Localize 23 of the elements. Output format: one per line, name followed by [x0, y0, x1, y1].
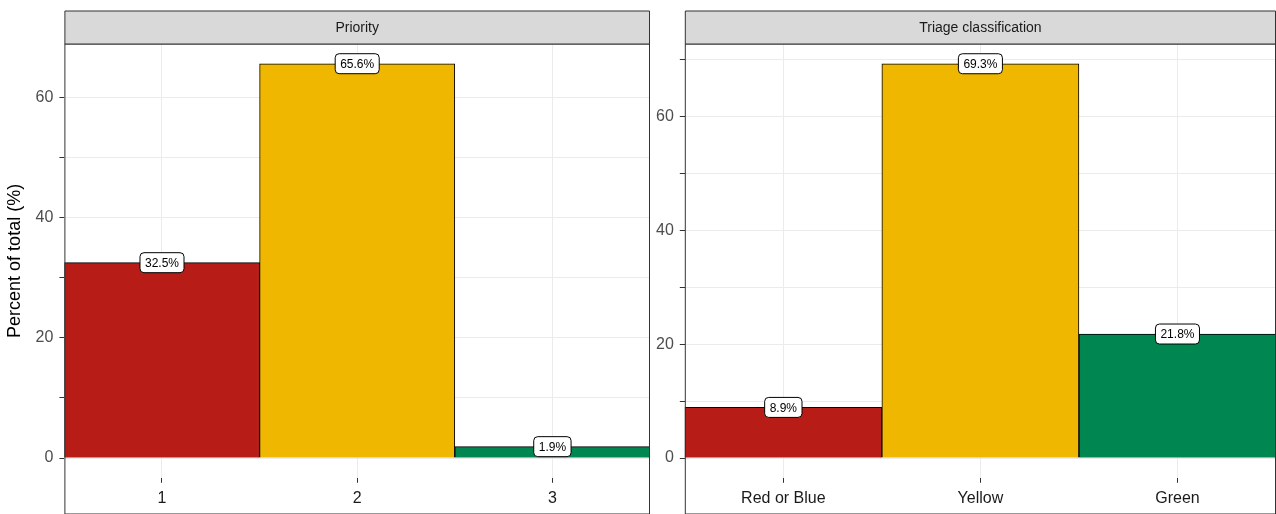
y-tick-label: 40 — [35, 208, 54, 226]
x-tick-label: Red or Blue — [741, 488, 826, 506]
data-label: 69.3% — [963, 57, 998, 72]
x-tick-label: 1 — [157, 488, 167, 506]
y-tick-label: 0 — [664, 448, 674, 466]
chart-title: Triage classification — [919, 18, 1042, 35]
x-tick-label: 2 — [352, 488, 362, 506]
y-tick-label: 20 — [35, 328, 54, 346]
data-label: 65.6% — [340, 57, 375, 72]
chart-title: Priority — [335, 18, 379, 35]
y-axis-title: Percent of total (%) — [3, 183, 24, 338]
x-tick-label: 3 — [547, 488, 557, 506]
y-tick-label: 60 — [35, 87, 54, 105]
data-label: 1.9% — [538, 439, 567, 454]
x-tick-label: Yellow — [957, 488, 1004, 506]
data-label: 32.5% — [144, 256, 180, 271]
x-tick-label: Green — [1155, 488, 1200, 506]
y-tick-label: 20 — [656, 334, 674, 352]
data-label: 21.8% — [1160, 327, 1195, 342]
y-tick-label: 40 — [656, 220, 674, 238]
y-tick-label: 0 — [44, 448, 54, 466]
data-label: 8.9% — [769, 400, 798, 415]
y-tick-label: 60 — [656, 107, 674, 125]
